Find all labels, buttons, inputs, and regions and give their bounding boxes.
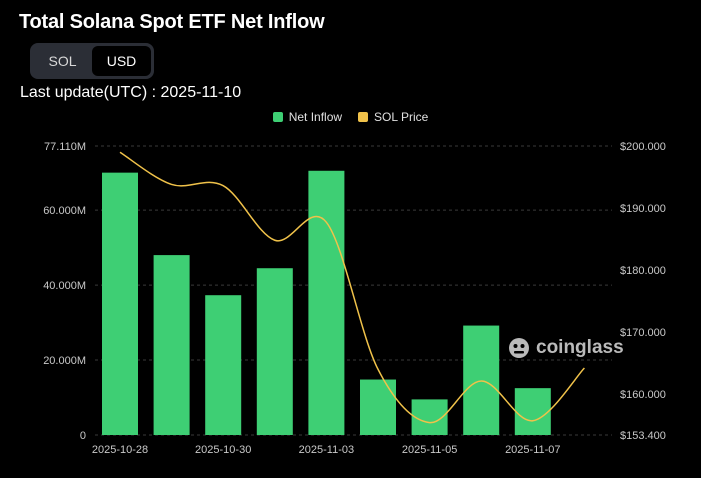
- x-tick-label: 2025-10-28: [92, 444, 148, 456]
- chart-legend: Net Inflow SOL Price: [0, 110, 701, 124]
- chart-title: Total Solana Spot ETF Net Inflow: [19, 11, 325, 33]
- bar-net-inflow: [360, 379, 396, 435]
- y-right-tick-label: $153.400: [620, 430, 666, 442]
- bar-net-inflow: [153, 255, 190, 435]
- legend-item-net-inflow[interactable]: Net Inflow: [272, 110, 343, 124]
- y-right-tick-label: $180.000: [620, 265, 666, 277]
- last-update-text: Last update(UTC) : 2025-11-10: [20, 84, 242, 101]
- legend-label-sol-price: SOL Price: [374, 110, 429, 124]
- legend-label-net-inflow: Net Inflow: [288, 110, 343, 124]
- y-right-tick-label: $160.000: [620, 389, 666, 401]
- y-left-tick-label: 40.000M: [43, 280, 86, 292]
- y-right-tick-label: $190.000: [620, 203, 666, 215]
- y-left-tick-label: 60.000M: [43, 205, 86, 217]
- bar-net-inflow: [514, 388, 551, 435]
- x-tick-label: 2025-11-05: [402, 444, 457, 456]
- y-left-tick-label: 0: [80, 430, 86, 442]
- coinglass-logo-icon: [509, 338, 529, 358]
- unit-toggle: SOL USD: [30, 43, 154, 79]
- y-left-tick-label: 77.110M: [44, 141, 86, 153]
- legend-swatch-net-inflow: [272, 112, 283, 122]
- y-right-tick-label: $200.000: [620, 141, 666, 153]
- x-tick-label: 2025-11-03: [299, 444, 354, 456]
- bar-net-inflow: [463, 325, 500, 435]
- watermark-text: coinglass: [536, 337, 624, 358]
- legend-swatch-sol-price: [358, 112, 369, 122]
- bar-net-inflow: [308, 170, 345, 436]
- bar-net-inflow: [205, 295, 242, 435]
- toggle-sol-button[interactable]: SOL: [48, 53, 77, 69]
- x-tick-label: 2025-11-07: [505, 444, 560, 456]
- bar-net-inflow: [102, 172, 138, 435]
- coinglass-watermark: coinglass: [508, 337, 624, 359]
- line-sol-price: [119, 151, 585, 424]
- y-left-tick-label: 20.000M: [43, 355, 86, 367]
- x-tick-label: 2025-10-30: [195, 444, 251, 456]
- bar-net-inflow: [256, 268, 293, 435]
- toggle-usd-button[interactable]: USD: [92, 46, 151, 76]
- legend-item-sol-price[interactable]: SOL Price: [358, 110, 428, 124]
- y-right-tick-label: $170.000: [620, 327, 666, 339]
